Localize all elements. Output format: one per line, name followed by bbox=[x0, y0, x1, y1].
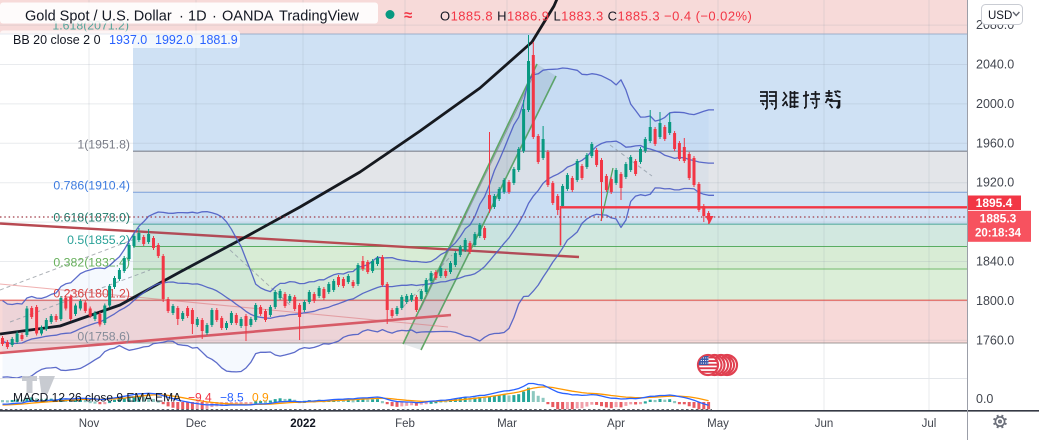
svg-text:1800.0: 1800.0 bbox=[976, 294, 1014, 308]
svg-text:TradingView: TradingView bbox=[279, 9, 359, 25]
svg-text:1992.0: 1992.0 bbox=[155, 33, 193, 47]
svg-text:0.9: 0.9 bbox=[252, 391, 269, 405]
svg-text:·: · bbox=[179, 9, 184, 25]
svg-text:May: May bbox=[707, 418, 729, 430]
svg-text:1885.3: 1885.3 bbox=[980, 212, 1017, 226]
svg-text:1881.9: 1881.9 bbox=[200, 33, 238, 47]
svg-text:2022: 2022 bbox=[290, 418, 316, 430]
svg-text:Gold Spot / U.S. Dollar: Gold Spot / U.S. Dollar bbox=[25, 9, 172, 25]
svg-text:0.382(1832.4): 0.382(1832.4) bbox=[53, 256, 130, 270]
svg-text:1840.0: 1840.0 bbox=[976, 255, 1014, 269]
svg-text:0.786(1910.4): 0.786(1910.4) bbox=[53, 179, 130, 193]
svg-text:1960.0: 1960.0 bbox=[976, 136, 1014, 150]
svg-text:Jul: Jul bbox=[922, 418, 937, 430]
svg-text:Feb: Feb bbox=[395, 418, 415, 430]
svg-text:0(1758.6): 0(1758.6) bbox=[77, 330, 130, 344]
svg-text:1920.0: 1920.0 bbox=[976, 176, 1014, 190]
svg-text:2040.0: 2040.0 bbox=[976, 58, 1014, 72]
svg-text:1760.0: 1760.0 bbox=[976, 333, 1014, 347]
svg-text:0.618(1878.0): 0.618(1878.0) bbox=[53, 211, 130, 225]
svg-text:≈: ≈ bbox=[404, 7, 412, 24]
svg-text:1(1951.8): 1(1951.8) bbox=[77, 138, 130, 152]
svg-text:Mar: Mar bbox=[497, 418, 517, 430]
svg-text:1D: 1D bbox=[188, 9, 207, 25]
svg-text:MACD 12 26 close 9 EMA EMA: MACD 12 26 close 9 EMA EMA bbox=[13, 391, 181, 405]
svg-text:20:18:34: 20:18:34 bbox=[975, 228, 1022, 240]
svg-text:1937.0: 1937.0 bbox=[109, 33, 147, 47]
svg-text:·: · bbox=[212, 9, 217, 25]
svg-text:Jun: Jun bbox=[815, 418, 834, 430]
svg-text:Apr: Apr bbox=[607, 418, 625, 430]
svg-text:−9.4: −9.4 bbox=[188, 391, 212, 405]
svg-text:2000.0: 2000.0 bbox=[976, 97, 1014, 111]
svg-text:O1885.8 H1886.9 L1883.3 C1885.: O1885.8 H1886.9 L1883.3 C1885.3 −0.4 (−0… bbox=[440, 9, 752, 24]
svg-text:0.5(1855.2): 0.5(1855.2) bbox=[67, 233, 130, 247]
svg-text:OANDA: OANDA bbox=[222, 9, 274, 25]
svg-text:−8.5: −8.5 bbox=[220, 391, 244, 405]
svg-text:BB 20 close 2 0: BB 20 close 2 0 bbox=[13, 33, 101, 47]
svg-text:Dec: Dec bbox=[186, 418, 207, 430]
svg-text:Nov: Nov bbox=[79, 418, 100, 430]
svg-text:USD: USD bbox=[988, 10, 1012, 22]
svg-text:1895.4: 1895.4 bbox=[976, 196, 1013, 210]
svg-text:0.0: 0.0 bbox=[976, 392, 993, 406]
